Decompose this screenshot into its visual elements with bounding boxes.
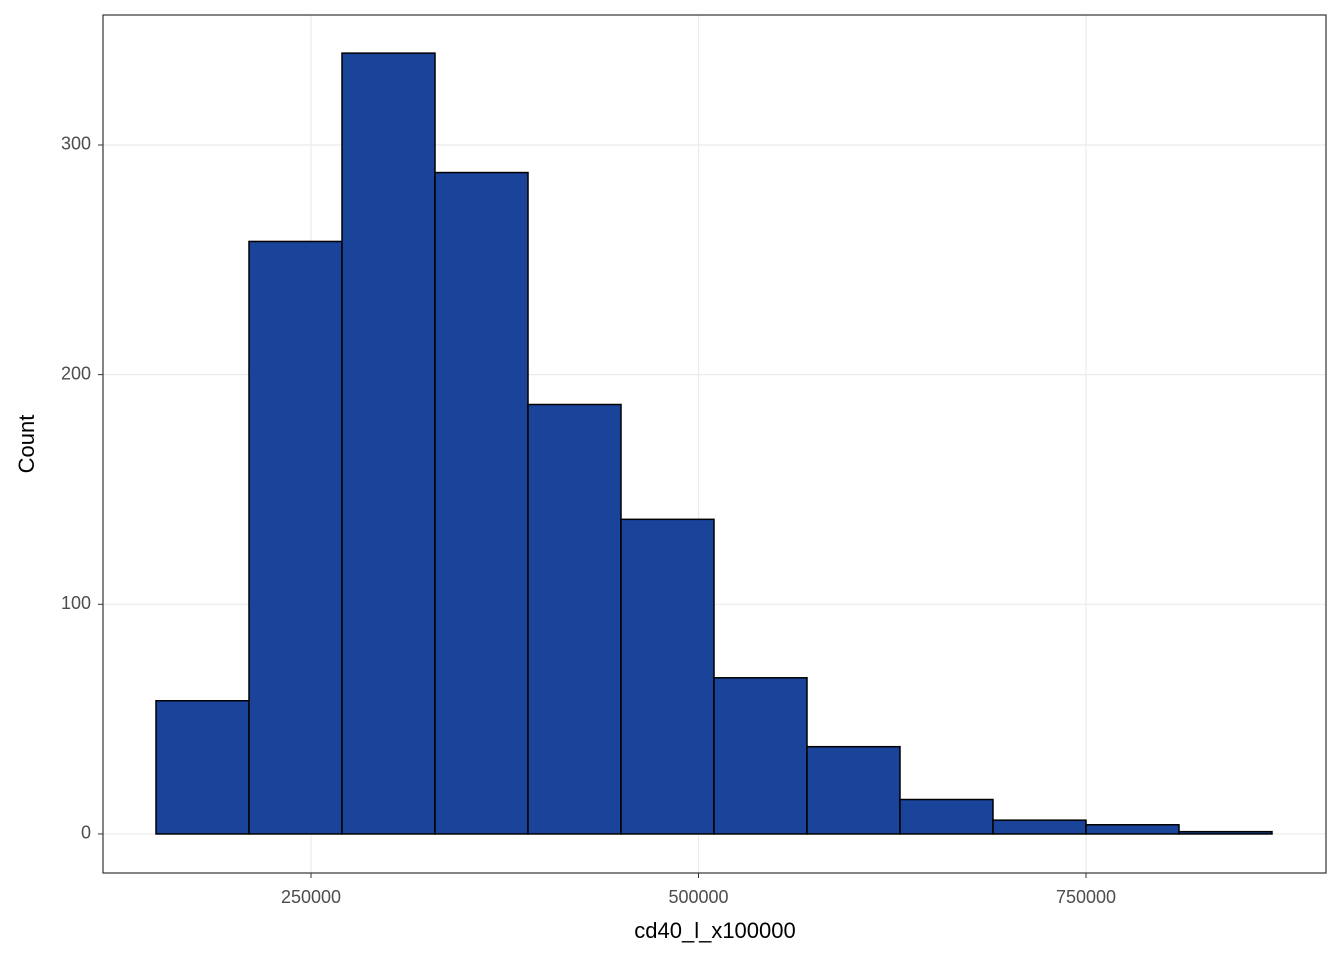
- y-tick-label: 200: [61, 363, 91, 383]
- bar: [155, 700, 250, 835]
- bar: [806, 745, 901, 835]
- x-tick-label: 500000: [668, 887, 728, 907]
- x-tick-label: 250000: [281, 887, 341, 907]
- bar: [992, 819, 1087, 835]
- bar: [899, 798, 994, 835]
- bar: [341, 52, 436, 835]
- bar: [713, 677, 808, 835]
- plot-border: [102, 14, 1327, 874]
- y-tick-label: 100: [61, 593, 91, 613]
- y-tick-label: 300: [61, 134, 91, 154]
- x-axis-title: cd40_l_x100000: [634, 918, 795, 943]
- y-tick-label: 0: [81, 823, 91, 843]
- bar: [527, 403, 622, 835]
- bar: [620, 518, 715, 835]
- x-tick-label: 750000: [1056, 887, 1116, 907]
- bar: [434, 171, 529, 835]
- bar: [248, 240, 343, 835]
- y-axis-title: Count: [14, 415, 39, 474]
- bar: [1178, 830, 1273, 835]
- bar: [1085, 824, 1180, 835]
